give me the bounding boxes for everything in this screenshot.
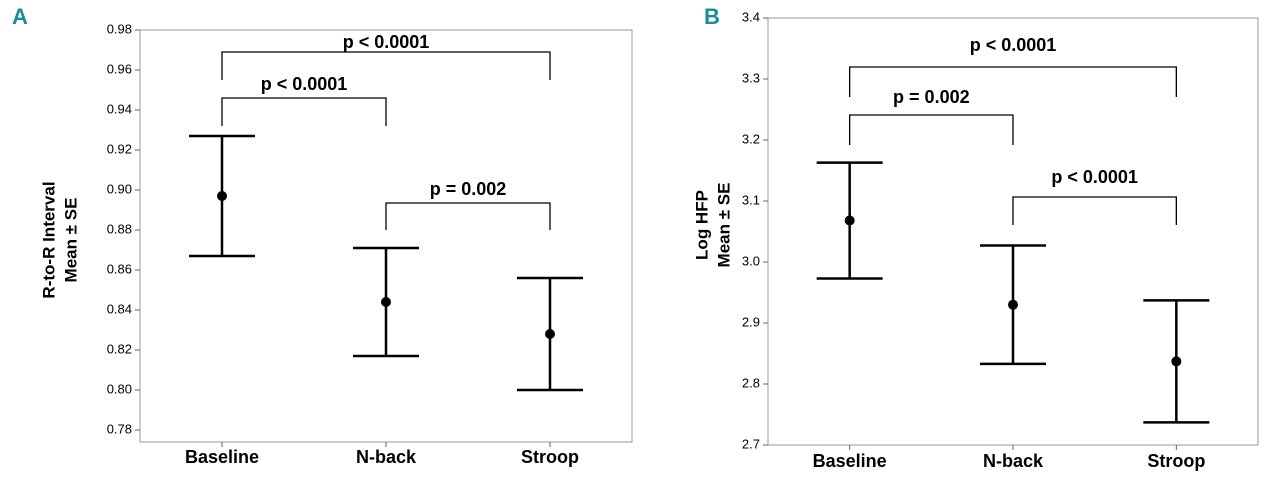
y-tick-label: 2.7 bbox=[742, 436, 760, 451]
y-tick-label: 3.3 bbox=[742, 70, 760, 85]
significance-bracket bbox=[385, 202, 551, 230]
significance-label: p = 0.002 bbox=[893, 87, 970, 107]
y-axis-label: Log HFP bbox=[692, 190, 711, 260]
y-tick-label: 0.88 bbox=[107, 221, 132, 236]
plot-frame bbox=[767, 17, 1259, 446]
y-tick-label: 0.78 bbox=[107, 421, 132, 436]
y-tick-label: 0.94 bbox=[107, 101, 132, 116]
y-axis-label: R-to-R Interval bbox=[39, 181, 58, 298]
y-tick-label: 0.84 bbox=[107, 301, 132, 316]
panel-label: B bbox=[704, 4, 720, 29]
mean-point bbox=[381, 297, 391, 307]
y-tick-label: 0.92 bbox=[107, 141, 132, 156]
significance-label: p < 0.0001 bbox=[1051, 167, 1138, 187]
y-tick-label: 0.80 bbox=[107, 381, 132, 396]
y-tick-label: 0.96 bbox=[107, 61, 132, 76]
significance-label: p = 0.002 bbox=[430, 179, 507, 199]
significance-label: p < 0.0001 bbox=[261, 74, 348, 94]
mean-point bbox=[844, 215, 855, 226]
significance-bracket bbox=[849, 114, 1014, 145]
x-tick-label: N-back bbox=[983, 451, 1044, 471]
y-tick-label: 0.98 bbox=[107, 21, 132, 36]
mean-point bbox=[1171, 356, 1182, 367]
significance-bracket bbox=[221, 51, 551, 80]
mean-point bbox=[217, 191, 227, 201]
y-tick-label: 0.82 bbox=[107, 341, 132, 356]
y-tick-label: 3.4 bbox=[742, 9, 760, 24]
significance-bracket bbox=[221, 97, 387, 126]
y-axis-label: Mean ± SE bbox=[714, 183, 733, 268]
x-tick-label: Stroop bbox=[521, 447, 579, 467]
y-tick-label: 0.86 bbox=[107, 261, 132, 276]
y-tick-label: 0.90 bbox=[107, 181, 132, 196]
y-tick-label: 2.9 bbox=[742, 314, 760, 329]
plot-frame bbox=[139, 29, 633, 443]
x-tick-label: Baseline bbox=[813, 451, 887, 471]
y-tick-label: 3.1 bbox=[742, 192, 760, 207]
x-tick-label: Baseline bbox=[185, 447, 259, 467]
y-tick-label: 3.0 bbox=[742, 253, 760, 268]
significance-label: p < 0.0001 bbox=[343, 32, 430, 52]
x-tick-label: Stroop bbox=[1147, 451, 1205, 471]
panel-label: A bbox=[12, 4, 28, 29]
mean-point bbox=[1008, 299, 1018, 310]
y-tick-label: 3.2 bbox=[742, 131, 760, 146]
x-tick-label: N-back bbox=[356, 447, 417, 467]
mean-point bbox=[545, 329, 555, 339]
y-tick-label: 2.8 bbox=[742, 375, 760, 390]
y-axis-label: Mean ± SE bbox=[61, 198, 80, 283]
significance-label: p < 0.0001 bbox=[970, 35, 1057, 55]
significance-bracket bbox=[1012, 196, 1177, 225]
significance-bracket bbox=[849, 66, 1177, 97]
